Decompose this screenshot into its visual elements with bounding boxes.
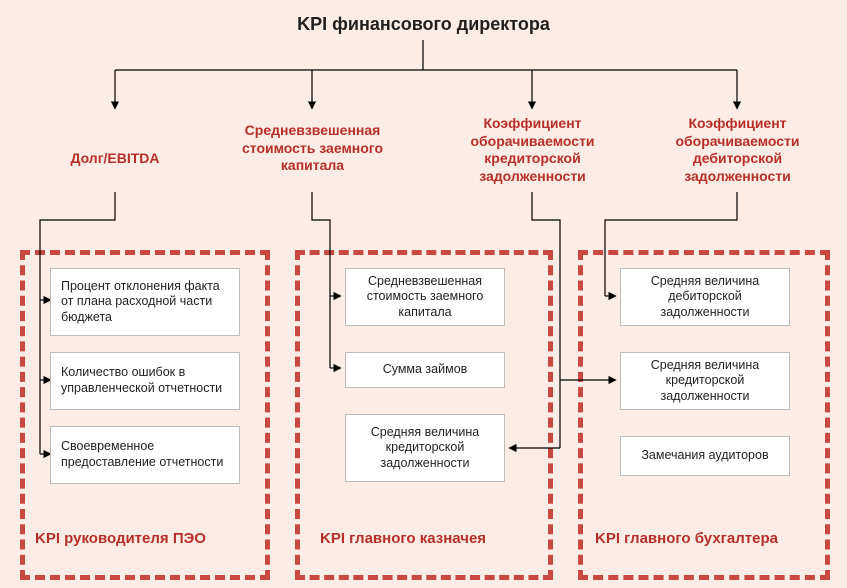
footer-col3: KPI главного бухгалтера: [595, 530, 778, 547]
footer-col1: KPI руководителя ПЭО: [35, 530, 206, 547]
kpi-box-b13: Своевременное предоставление отчетности: [50, 426, 240, 484]
kpi-header-h2: Средневзвешенная стоимость заемного капи…: [225, 122, 400, 175]
kpi-box-b33: Замечания аудиторов: [620, 436, 790, 476]
kpi-box-b31: Средняя величина дебиторской задолженнос…: [620, 268, 790, 326]
footer-col2: KPI главного казначея: [320, 530, 486, 547]
kpi-header-h4: Коэффициент оборачиваемости дебиторской …: [650, 115, 825, 185]
kpi-header-h1: Долг/EBITDA: [55, 150, 175, 168]
kpi-box-b23: Средняя величина кредиторской задолженно…: [345, 414, 505, 482]
kpi-box-b11: Процент отклонения факта от плана расход…: [50, 268, 240, 336]
kpi-box-b12: Количество ошибок в управленческой отчет…: [50, 352, 240, 410]
kpi-box-b22: Сумма займов: [345, 352, 505, 388]
kpi-box-b32: Средняя величина кредиторской задолженно…: [620, 352, 790, 410]
kpi-diagram: KPI финансового директора Долг/EBITDA Сре…: [0, 0, 847, 588]
page-title: KPI финансового директора: [0, 14, 847, 35]
kpi-box-b21: Средневзвешенная стоимость заемного капи…: [345, 268, 505, 326]
kpi-header-h3: Коэффициент оборачиваемости кредиторской…: [445, 115, 620, 185]
